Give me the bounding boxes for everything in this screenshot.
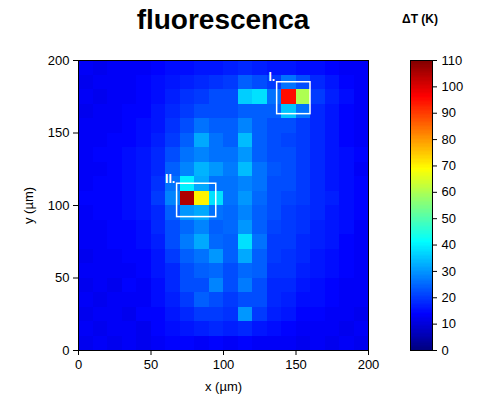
svg-text:60: 60 xyxy=(442,184,456,199)
svg-text:40: 40 xyxy=(442,237,456,252)
svg-text:100: 100 xyxy=(213,357,235,372)
svg-text:II.: II. xyxy=(165,172,175,186)
svg-text:150: 150 xyxy=(285,357,307,372)
svg-text:0: 0 xyxy=(442,343,449,358)
svg-text:110: 110 xyxy=(442,53,463,68)
svg-text:30: 30 xyxy=(442,264,456,279)
html-text:fluorescenca: fluorescenca xyxy=(136,4,310,35)
svg-text:y (µm): y (µm) xyxy=(21,187,36,224)
svg-text:80: 80 xyxy=(442,132,456,147)
svg-text:20: 20 xyxy=(442,290,456,305)
svg-text:100: 100 xyxy=(442,79,464,94)
svg-text:200: 200 xyxy=(358,357,380,372)
svg-text:100: 100 xyxy=(48,198,70,213)
svg-text:x (µm): x (µm) xyxy=(205,379,242,394)
svg-text:90: 90 xyxy=(442,105,456,120)
svg-text:50: 50 xyxy=(442,211,456,226)
svg-text:200: 200 xyxy=(48,53,70,68)
html-text:ΔT (K): ΔT (K) xyxy=(402,12,438,26)
svg-text:0: 0 xyxy=(62,343,69,358)
svg-text:150: 150 xyxy=(48,125,70,140)
svg-text:0: 0 xyxy=(75,357,82,372)
svg-text:10: 10 xyxy=(442,316,456,331)
svg-text:I.: I. xyxy=(268,70,275,84)
svg-text:50: 50 xyxy=(144,357,158,372)
svg-text:70: 70 xyxy=(442,158,456,173)
svg-text:50: 50 xyxy=(55,270,69,285)
